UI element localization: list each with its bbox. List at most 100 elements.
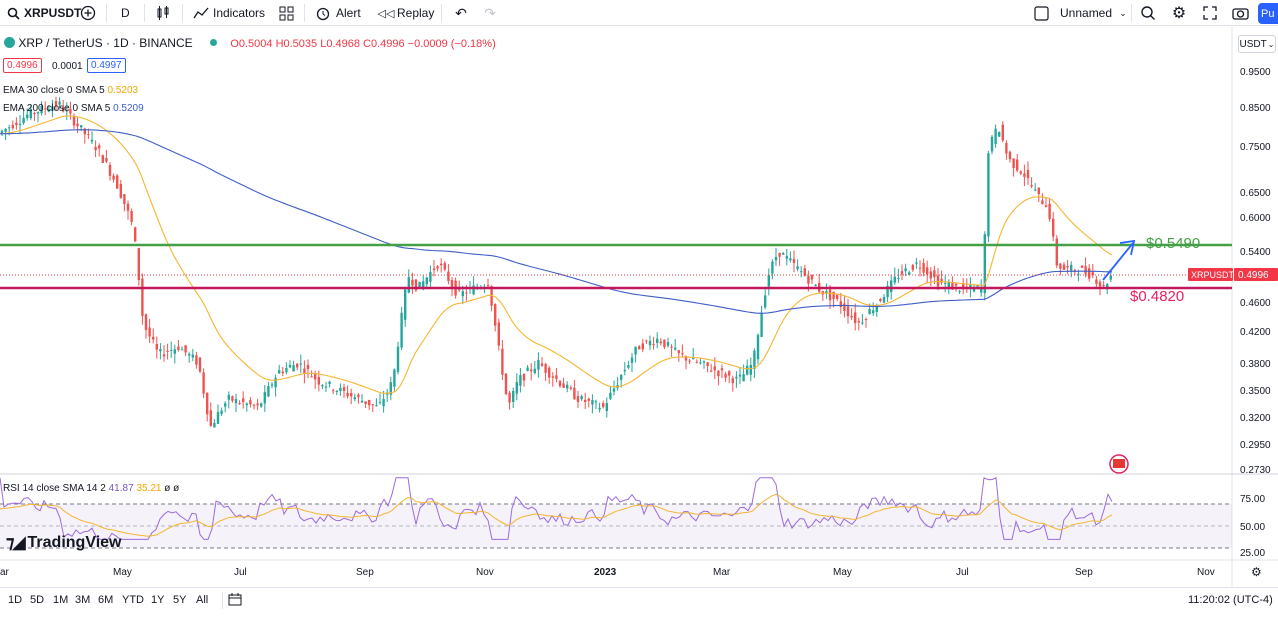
candle-body xyxy=(278,370,281,374)
candle-body xyxy=(314,373,317,380)
clock-timezone[interactable]: 11:20:02 (UTC-4) xyxy=(1188,594,1273,606)
alarm-clock-icon xyxy=(314,4,332,22)
candle-body xyxy=(612,388,616,392)
ema30-line xyxy=(0,115,1113,394)
candle-body xyxy=(508,392,511,403)
candle-body xyxy=(998,131,1001,137)
range-3m[interactable]: 3M xyxy=(75,594,91,606)
candle-body xyxy=(641,343,644,350)
alert-button[interactable]: Alert xyxy=(314,0,361,26)
candle-body xyxy=(861,322,864,324)
price-axis-label: 0.3800 xyxy=(1240,359,1271,370)
time-axis-label: Nov xyxy=(1197,567,1215,578)
indicators-button[interactable]: Indicators xyxy=(192,0,265,26)
range-1y[interactable]: 1Y xyxy=(151,594,165,606)
candle-body xyxy=(778,252,781,257)
symbol-search-button[interactable]: XRPUSDT xyxy=(4,0,81,26)
compare-button[interactable] xyxy=(79,0,97,26)
candle-body xyxy=(656,338,659,344)
redo-icon: ↷ xyxy=(484,4,496,21)
candle-body xyxy=(1102,285,1105,287)
ema30-legend[interactable]: EMA 30 close 0 SMA 5 0.5203 xyxy=(3,85,138,96)
candle-body xyxy=(1091,272,1094,276)
candle-body xyxy=(951,283,954,290)
candle-body xyxy=(850,315,853,318)
last-price-tag[interactable] xyxy=(1234,268,1278,281)
currency-button[interactable]: USDT ⌄ xyxy=(1238,35,1276,53)
rsi-extra: ø ø xyxy=(164,483,180,494)
candle-body xyxy=(548,367,551,378)
candle-body xyxy=(432,268,436,271)
quick-search-button[interactable] xyxy=(1139,0,1157,26)
candle-body xyxy=(562,383,565,388)
chart-type-button[interactable] xyxy=(154,0,172,26)
candle-body xyxy=(976,285,979,287)
range-5y[interactable]: 5Y xyxy=(173,594,187,606)
time-axis-label: Jul xyxy=(956,567,969,578)
settings-button[interactable]: ⚙ xyxy=(1170,0,1188,26)
candle-body xyxy=(465,292,468,294)
candle-body xyxy=(566,384,569,389)
chart-canvas[interactable]: 0.9500 0.8500 0.7500 0.6500 0.6000 0.5400 0.46… xyxy=(0,27,1278,587)
market-status-dot xyxy=(209,39,217,46)
time-axis-label: ar xyxy=(0,567,10,578)
candle-body xyxy=(242,398,245,403)
candle-body xyxy=(202,372,205,394)
trend-arrow[interactable] xyxy=(1102,242,1134,281)
watermark-text: TradingView xyxy=(27,534,122,551)
fullscreen-button[interactable] xyxy=(1201,0,1219,26)
candle-body xyxy=(267,386,270,397)
collapse-icon[interactable] xyxy=(4,37,15,48)
candle-body xyxy=(1019,171,1022,174)
sell-price-box[interactable]: 0.4996 xyxy=(3,58,42,73)
candle-body xyxy=(497,322,500,346)
time-axis-label: May xyxy=(833,567,852,578)
range-1d[interactable]: 1D xyxy=(8,594,23,606)
candle-body xyxy=(357,394,360,398)
publish-button[interactable]: Pu xyxy=(1258,3,1278,24)
undo-button[interactable]: ↶ xyxy=(452,0,470,26)
candle-body xyxy=(263,392,266,404)
candle-body xyxy=(252,404,256,406)
price-axis-label: 0.4200 xyxy=(1240,327,1271,338)
candle-body xyxy=(983,234,986,294)
candle-body xyxy=(540,363,544,366)
candle-body xyxy=(792,259,796,263)
range-ytd[interactable]: YTD xyxy=(122,594,144,606)
replay-button[interactable]: ◁◁ Replay xyxy=(377,0,435,26)
templates-button[interactable] xyxy=(277,0,295,26)
settings-gear-icon[interactable]: ⚙ xyxy=(1251,565,1262,579)
candle-body xyxy=(494,304,497,326)
rsi-label: RSI 14 close SMA 14 2 xyxy=(3,483,106,494)
candle-body xyxy=(576,396,580,403)
candle-body xyxy=(947,282,950,289)
candle-body xyxy=(29,108,32,119)
candle-body xyxy=(40,105,43,114)
interval-button[interactable]: D xyxy=(121,6,130,20)
ema200-legend[interactable]: EMA 200 close 0 SMA 5 0.5209 xyxy=(3,103,144,114)
candle-body xyxy=(328,381,331,385)
currency-label: USDT xyxy=(1239,38,1267,50)
candle-body xyxy=(90,139,94,142)
symbol-tag[interactable] xyxy=(1188,268,1233,281)
candle-body xyxy=(490,286,493,306)
candle-body xyxy=(76,123,79,127)
candle-body xyxy=(69,108,72,114)
candle-body xyxy=(227,394,230,400)
candle-body xyxy=(1026,170,1030,178)
candle-body xyxy=(1109,275,1112,280)
candle-body xyxy=(126,203,130,211)
range-5d[interactable]: 5D xyxy=(30,594,45,606)
range-all[interactable]: All xyxy=(196,594,209,606)
candle-body xyxy=(292,365,295,372)
redo-button[interactable]: ↷ xyxy=(481,0,499,26)
date-range-button[interactable] xyxy=(222,592,242,609)
chart-area[interactable]: 0.9500 0.8500 0.7500 0.6500 0.6000 0.5400 0.46… xyxy=(0,27,1278,587)
candles-group xyxy=(0,96,1112,428)
snapshot-button[interactable] xyxy=(1231,0,1249,26)
rsi-legend[interactable]: RSI 14 close SMA 14 2 41.87 35.21 ø ø xyxy=(3,483,179,494)
layout-menu-button[interactable]: Unnamed ⌄ xyxy=(1032,0,1132,26)
range-6m[interactable]: 6M xyxy=(98,594,114,606)
range-1m[interactable]: 1M xyxy=(53,594,69,606)
buy-price-box[interactable]: 0.4997 xyxy=(87,58,126,73)
